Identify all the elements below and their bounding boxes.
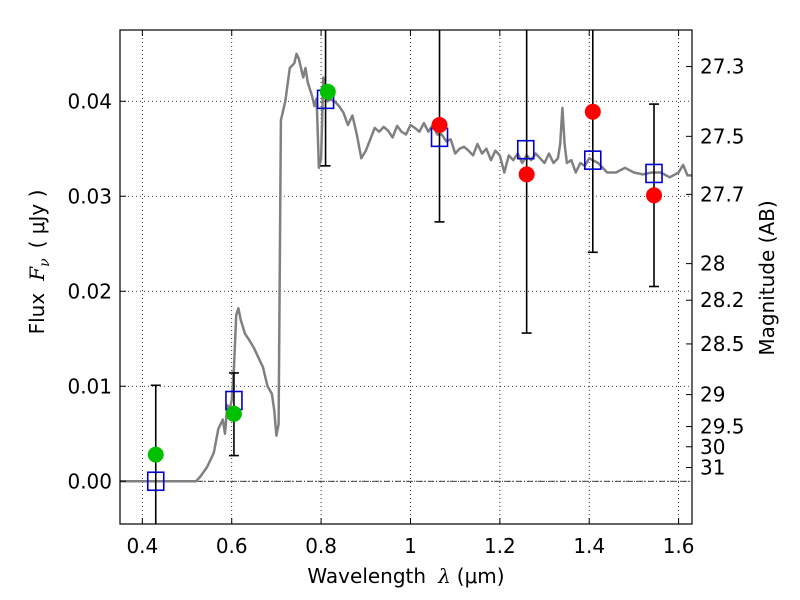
right-tick-label: 27.3 bbox=[700, 55, 745, 79]
model-photometry-marker bbox=[583, 150, 602, 170]
right-tick-label: 30 bbox=[700, 435, 725, 459]
upper-limit-marker bbox=[431, 117, 448, 133]
right-tick-label: 28.5 bbox=[700, 332, 745, 356]
y-tick-label: 0.00 bbox=[67, 469, 112, 493]
x-tick-label: 1 bbox=[404, 534, 417, 558]
y-tick-labels: 0.00 0.01 0.02 0.03 0.04 bbox=[67, 89, 112, 493]
x-tick-label: 1.6 bbox=[663, 534, 695, 558]
model-sed-layer bbox=[120, 52, 692, 483]
x-tick-label: 0.4 bbox=[126, 534, 158, 558]
x-tick-labels: 0.4 0.6 0.8 1 1.2 1.4 1.6 bbox=[126, 534, 694, 558]
right-tick-label: 31 bbox=[700, 456, 725, 480]
y-tick-label: 0.01 bbox=[67, 374, 112, 398]
upper-limit-marker bbox=[646, 187, 663, 204]
upper-limit-marker bbox=[584, 103, 601, 120]
right-tick-label: 28 bbox=[700, 252, 725, 276]
x-tick-label: 0.6 bbox=[216, 534, 248, 558]
right-tick-label: 27.7 bbox=[700, 182, 745, 206]
x-tick-label: 1.2 bbox=[484, 534, 516, 558]
x-axis-label: Wavelength λ (μm) bbox=[307, 564, 504, 588]
error-bars bbox=[150, 30, 660, 524]
upper-limit-marker bbox=[518, 166, 535, 183]
y-tick-label: 0.03 bbox=[67, 184, 112, 208]
right-tick-label: 29.5 bbox=[700, 415, 745, 439]
model-photometry-marker bbox=[516, 139, 535, 160]
right-axis-label: Magnitude (AB) bbox=[755, 200, 779, 355]
y-axis-label: FluxFν( μJy ) bbox=[25, 190, 53, 335]
detection-marker bbox=[225, 405, 242, 422]
axis-ticks bbox=[120, 30, 692, 524]
right-tick-label: 28.2 bbox=[700, 288, 745, 312]
detection-marker bbox=[319, 83, 336, 100]
detection-marker bbox=[147, 446, 164, 463]
plot-frame bbox=[119, 29, 693, 525]
model-sed-line bbox=[120, 52, 692, 483]
right-tick-label: 27.5 bbox=[700, 124, 745, 148]
observed-markers bbox=[147, 83, 663, 463]
y-tick-label: 0.04 bbox=[67, 89, 112, 113]
model-photometry-marker bbox=[146, 471, 165, 492]
grid bbox=[120, 30, 692, 524]
model-photometry-marker bbox=[645, 163, 663, 184]
x-tick-label: 1.4 bbox=[573, 534, 605, 558]
y-tick-label: 0.02 bbox=[67, 279, 112, 303]
right-tick-label: 29 bbox=[700, 383, 725, 407]
x-tick-label: 0.8 bbox=[305, 534, 337, 558]
